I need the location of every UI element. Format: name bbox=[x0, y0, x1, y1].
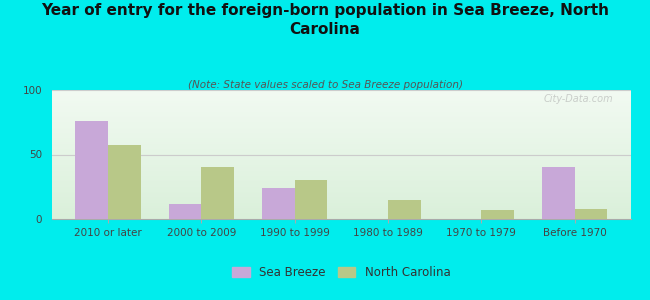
Bar bbox=[108, 146, 140, 219]
Bar bbox=[202, 167, 234, 219]
Text: (Note: State values scaled to Sea Breeze population): (Note: State values scaled to Sea Breeze… bbox=[187, 80, 463, 89]
Bar bbox=[388, 200, 421, 219]
Bar bbox=[542, 167, 575, 219]
Bar bbox=[294, 180, 327, 219]
Bar bbox=[262, 188, 294, 219]
Text: Year of entry for the foreign-born population in Sea Breeze, North
Carolina: Year of entry for the foreign-born popul… bbox=[41, 3, 609, 37]
Bar bbox=[168, 203, 202, 219]
Bar bbox=[75, 121, 108, 219]
Bar bbox=[481, 210, 514, 219]
Legend: Sea Breeze, North Carolina: Sea Breeze, North Carolina bbox=[232, 266, 450, 279]
Bar bbox=[575, 209, 607, 219]
Text: City-Data.com: City-Data.com bbox=[543, 94, 613, 104]
